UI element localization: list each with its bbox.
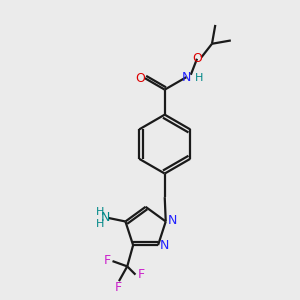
- Text: F: F: [115, 281, 122, 294]
- Text: N: N: [182, 70, 191, 84]
- Text: H: H: [96, 207, 104, 217]
- Text: H: H: [96, 219, 104, 229]
- Text: H: H: [195, 73, 203, 83]
- Text: N: N: [101, 212, 110, 224]
- Text: N: N: [160, 239, 169, 252]
- Text: N: N: [167, 214, 177, 227]
- Text: O: O: [192, 52, 202, 65]
- Text: F: F: [103, 254, 111, 267]
- Text: F: F: [138, 268, 145, 281]
- Text: O: O: [136, 72, 146, 85]
